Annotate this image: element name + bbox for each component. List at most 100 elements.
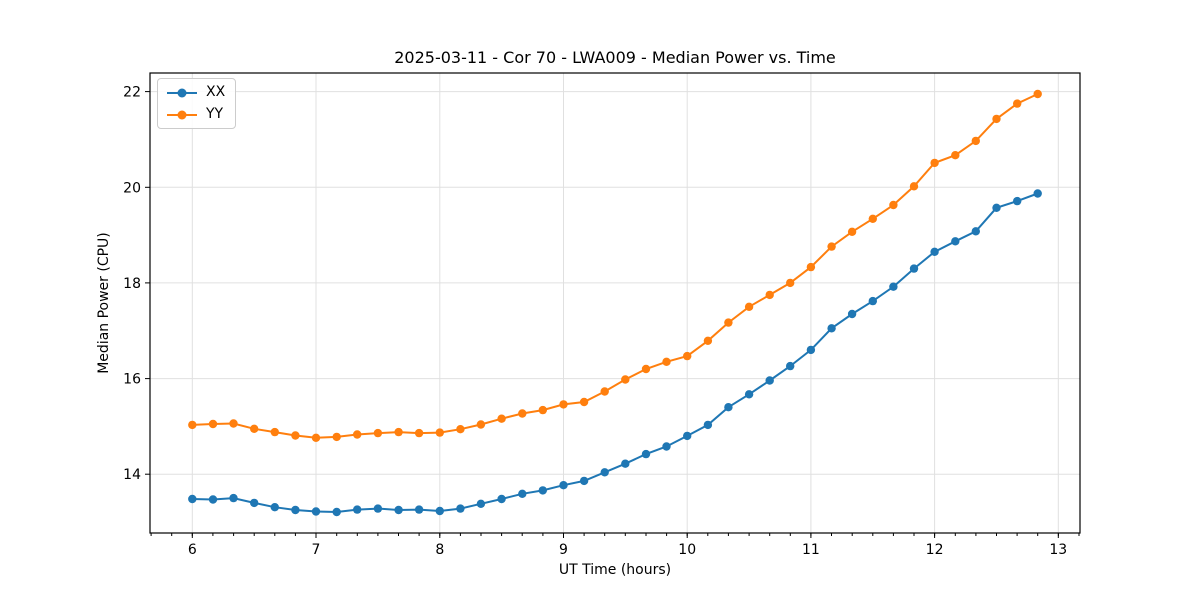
series-YY-marker — [538, 405, 547, 415]
xx-series-swatch-icon — [167, 88, 197, 97]
series-XX-marker — [971, 227, 980, 236]
y-tick-label: 14 — [123, 467, 141, 483]
x-axis-label: UT Time (hours) — [558, 562, 672, 578]
series-YY-marker — [889, 200, 898, 210]
series-XX-marker — [786, 361, 795, 371]
series-YY-marker — [951, 151, 960, 160]
x-tick-label: 11 — [802, 542, 820, 558]
x-tick-label: 7 — [312, 542, 321, 558]
series-YY-marker — [930, 158, 939, 168]
series-XX-marker — [332, 507, 341, 517]
series-YY-marker — [311, 433, 321, 442]
series-YY-marker — [703, 336, 713, 345]
series-YY-marker — [208, 419, 218, 429]
series-YY-marker — [806, 262, 816, 272]
series-XX-marker — [538, 486, 547, 495]
series-YY-marker — [600, 387, 609, 396]
series-XX-marker — [373, 504, 383, 513]
series-YY-marker — [250, 424, 259, 433]
legend-item-xx: XX — [167, 84, 225, 101]
x-tick-label: 9 — [559, 542, 568, 558]
y-tick-label: 20 — [123, 180, 141, 196]
series-XX-marker — [827, 324, 836, 333]
series-XX-marker — [414, 505, 424, 514]
series-XX-marker — [579, 476, 589, 486]
series-XX-marker — [951, 237, 960, 246]
series-YY-marker — [188, 420, 197, 430]
series-YY-marker — [765, 290, 774, 300]
series-XX-marker — [806, 345, 816, 355]
x-tick-label: 6 — [188, 542, 197, 558]
series-XX-marker — [456, 504, 465, 513]
x-tick-label: 10 — [678, 542, 696, 558]
series-YY-marker — [229, 419, 238, 428]
y-tick-label: 18 — [123, 276, 141, 292]
series-YY-marker — [291, 431, 300, 440]
series-XX-marker — [930, 247, 939, 256]
series-YY-marker — [476, 420, 486, 429]
series-XX-marker — [435, 506, 444, 516]
series-YY-marker — [270, 427, 279, 437]
series-XX-marker — [250, 498, 259, 508]
series-YY-marker — [497, 414, 506, 423]
series-YY-marker — [518, 409, 527, 418]
series-YY-marker — [373, 428, 383, 438]
series-XX-marker — [229, 493, 238, 503]
series-XX-marker — [621, 459, 630, 468]
series-XX-marker — [518, 489, 527, 498]
series-XX-marker — [311, 507, 321, 516]
series-XX-marker — [270, 503, 279, 512]
series-YY-marker — [683, 351, 692, 361]
legend-label-yy: YY — [206, 106, 224, 122]
series-XX-marker — [291, 505, 300, 515]
series-XX-line — [192, 192, 1039, 514]
series-YY-marker — [868, 214, 877, 223]
x-tick-label: 12 — [926, 542, 944, 558]
series-YY-marker — [559, 400, 568, 409]
y-tick-label: 22 — [123, 85, 141, 101]
series-XX-marker — [744, 390, 754, 399]
legend-label-xx: XX — [206, 84, 226, 100]
legend-item-yy: YY — [167, 106, 225, 123]
series-XX-marker — [662, 442, 671, 451]
series-YY-marker — [744, 302, 754, 311]
series-XX-marker — [703, 420, 713, 430]
series-XX-marker — [559, 481, 568, 490]
series-YY-marker — [353, 430, 362, 439]
series-XX-marker — [889, 282, 898, 291]
yy-series-swatch-icon — [167, 110, 197, 119]
series-XX-marker — [909, 264, 919, 273]
series-YY-marker — [1033, 89, 1042, 99]
series-XX-marker — [724, 403, 733, 412]
series-XX-marker — [208, 495, 218, 504]
x-tick-label: 8 — [435, 542, 444, 558]
series-YY-marker — [847, 227, 857, 236]
series-YY-marker — [414, 428, 424, 438]
series-XX-marker — [600, 468, 609, 477]
series-YY-marker — [579, 397, 589, 407]
series-YY-marker — [662, 357, 671, 366]
legend: XX YY — [157, 78, 237, 129]
series-YY-marker — [786, 278, 795, 288]
x-tick-label: 13 — [1049, 542, 1067, 558]
series-XX-marker — [1033, 189, 1042, 198]
series-XX-marker — [868, 296, 877, 306]
series-YY-marker — [1013, 99, 1022, 108]
series-YY-marker — [332, 432, 341, 442]
series-YY-marker — [456, 425, 465, 434]
chart-title: 2025-03-11 - Cor 70 - LWA009 - Median Po… — [394, 48, 836, 67]
axes-frame — [149, 72, 1081, 534]
series-YY-marker — [909, 182, 919, 191]
series-YY-marker — [435, 428, 444, 437]
series-XX-marker — [765, 376, 774, 385]
series-YY-marker — [992, 114, 1001, 124]
series-YY-marker — [621, 375, 630, 384]
series-XX-marker — [476, 499, 486, 508]
series-YY-marker — [971, 136, 980, 146]
series-XX-marker — [188, 494, 197, 504]
series-XX-marker — [353, 505, 362, 514]
series-XX-marker — [847, 309, 857, 319]
series-XX-marker — [683, 431, 692, 441]
